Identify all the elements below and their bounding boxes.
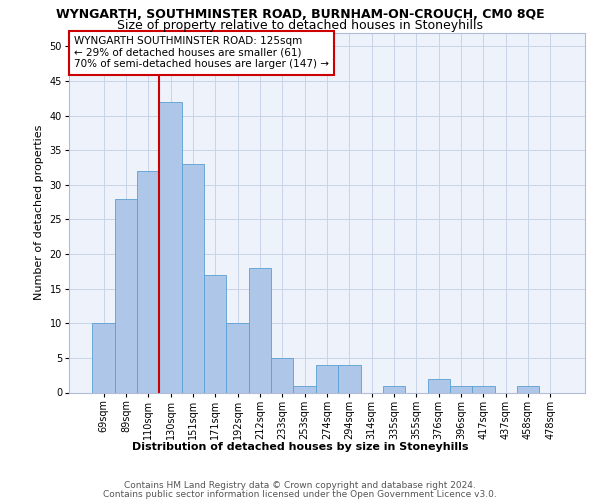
Bar (160, 102, 182, 393)
Bar (450, 386, 472, 392)
Text: Size of property relative to detached houses in Stoneyhills: Size of property relative to detached ho… (117, 18, 483, 32)
Bar (517, 386, 539, 392)
Bar (249, 268, 271, 392)
Y-axis label: Number of detached properties: Number of detached properties (34, 125, 44, 300)
Bar (92, 324, 115, 392)
Bar (226, 324, 249, 392)
Text: Contains public sector information licensed under the Open Government Licence v3: Contains public sector information licen… (103, 490, 497, 499)
Bar (383, 386, 405, 392)
Text: WYNGARTH, SOUTHMINSTER ROAD, BURNHAM-ON-CROUCH, CM0 8QE: WYNGARTH, SOUTHMINSTER ROAD, BURNHAM-ON-… (56, 8, 544, 20)
Bar (338, 365, 361, 392)
Bar (316, 365, 338, 392)
Text: Contains HM Land Registry data © Crown copyright and database right 2024.: Contains HM Land Registry data © Crown c… (124, 481, 476, 490)
Text: Distribution of detached houses by size in Stoneyhills: Distribution of detached houses by size … (132, 442, 468, 452)
Bar (182, 164, 204, 392)
Bar (137, 171, 160, 392)
Bar (293, 386, 316, 392)
Bar (115, 198, 137, 392)
Bar (428, 378, 450, 392)
Bar (204, 275, 226, 392)
Bar (472, 386, 494, 392)
Bar (271, 358, 293, 392)
Text: WYNGARTH SOUTHMINSTER ROAD: 125sqm
← 29% of detached houses are smaller (61)
70%: WYNGARTH SOUTHMINSTER ROAD: 125sqm ← 29%… (74, 36, 329, 70)
